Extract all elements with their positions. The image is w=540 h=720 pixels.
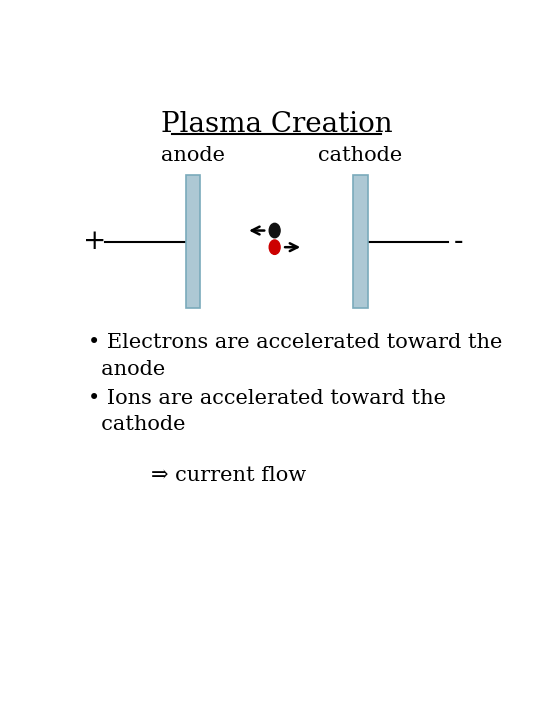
Bar <box>186 175 200 308</box>
Text: cathode: cathode <box>318 146 403 165</box>
Circle shape <box>269 223 280 238</box>
Text: • Electrons are accelerated toward the
  anode: • Electrons are accelerated toward the a… <box>89 333 503 379</box>
Text: Plasma Creation: Plasma Creation <box>161 112 393 138</box>
Text: +: + <box>83 228 106 255</box>
Bar <box>353 175 368 308</box>
Text: ⇒ current flow: ⇒ current flow <box>151 466 306 485</box>
Text: -: - <box>454 228 463 255</box>
Text: • Ions are accelerated toward the
  cathode: • Ions are accelerated toward the cathod… <box>89 389 447 434</box>
Circle shape <box>269 240 280 254</box>
Text: anode: anode <box>161 146 225 165</box>
